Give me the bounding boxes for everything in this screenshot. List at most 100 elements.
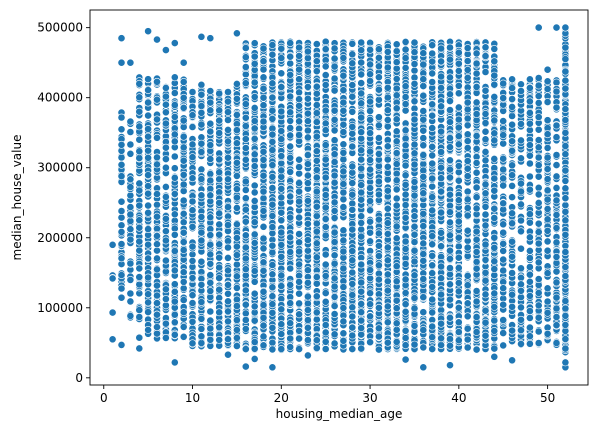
scatter-point	[135, 313, 144, 321]
scatter-point	[428, 251, 437, 260]
scatter-point	[303, 219, 312, 228]
scatter-point	[428, 206, 437, 215]
scatter-point	[241, 265, 250, 274]
scatter-point	[188, 123, 197, 131]
scatter-point	[197, 314, 206, 323]
scatter-point	[321, 203, 330, 212]
scatter-point	[259, 244, 268, 253]
scatter-point	[401, 93, 410, 101]
scatter-point	[312, 227, 321, 236]
scatter-point	[286, 142, 295, 151]
scatter-point	[206, 119, 215, 128]
scatter-point	[295, 95, 303, 104]
scatter-point	[224, 317, 232, 326]
scatter-point	[401, 307, 410, 316]
scatter-point	[330, 44, 339, 53]
scatter-point	[241, 122, 250, 130]
scatter-point	[206, 278, 215, 287]
scatter-point	[374, 215, 383, 224]
scatter-point	[277, 216, 286, 225]
scatter-point	[268, 300, 277, 309]
scatter-point	[303, 67, 312, 76]
scatter-point	[366, 70, 374, 79]
scatter-point	[277, 252, 286, 261]
scatter-point	[348, 312, 357, 321]
scatter-point	[153, 323, 161, 331]
scatter-point	[179, 228, 188, 237]
scatter-point	[206, 316, 215, 325]
scatter-point	[170, 297, 179, 306]
scatter-point	[232, 220, 241, 229]
scatter-point	[232, 171, 241, 180]
scatter-point	[357, 278, 366, 287]
scatter-point	[357, 46, 366, 55]
scatter-point	[153, 153, 161, 162]
scatter-point	[232, 260, 241, 269]
scatter-point	[428, 345, 437, 353]
scatter-point	[277, 127, 286, 135]
scatter-point	[383, 229, 392, 238]
scatter-point	[339, 71, 348, 80]
scatter-point	[135, 147, 144, 156]
scatter-point	[135, 154, 144, 162]
scatter-point	[410, 191, 419, 200]
scatter-point	[321, 271, 330, 280]
scatter-point	[366, 77, 374, 85]
scatter-point	[374, 177, 383, 186]
scatter-point	[153, 95, 161, 104]
scatter-point	[410, 238, 419, 246]
scatter-point	[392, 91, 401, 100]
scatter-point	[250, 104, 259, 112]
scatter-point	[437, 57, 445, 66]
scatter-point	[410, 177, 419, 186]
scatter-point	[241, 53, 250, 62]
scatter-point	[232, 80, 241, 88]
scatter-point	[401, 126, 410, 135]
scatter-point	[357, 225, 366, 234]
scatter-point	[312, 67, 321, 76]
scatter-point	[410, 294, 419, 302]
scatter-point	[268, 270, 277, 279]
scatter-point	[366, 156, 374, 164]
scatter-point	[224, 221, 232, 229]
scatter-point	[170, 310, 179, 319]
scatter-point	[312, 273, 321, 281]
scatter-point	[188, 299, 197, 307]
scatter-point	[303, 171, 312, 180]
scatter-point	[437, 341, 445, 349]
scatter-point	[286, 264, 295, 273]
scatter-point	[303, 83, 312, 91]
scatter-point	[206, 240, 215, 249]
scatter-point	[374, 73, 383, 82]
scatter-point	[392, 337, 401, 346]
scatter-point	[383, 83, 392, 92]
scatter-point	[410, 38, 419, 47]
scatter-point	[392, 296, 401, 305]
scatter-point	[312, 292, 321, 301]
scatter-point	[330, 274, 339, 283]
scatter-point	[383, 186, 392, 195]
scatter-point	[392, 127, 401, 136]
scatter-point	[286, 117, 295, 125]
scatter-point	[295, 101, 303, 110]
scatter-point	[259, 206, 268, 215]
scatter-point	[437, 334, 445, 343]
scatter-point	[170, 152, 179, 161]
scatter-point	[401, 100, 410, 108]
scatter-point	[357, 260, 366, 269]
scatter-point	[348, 256, 357, 265]
scatter-point	[161, 108, 170, 117]
scatter-point	[215, 308, 224, 317]
scatter-point	[339, 303, 348, 312]
scatter-point	[170, 247, 179, 255]
scatter-point	[321, 155, 330, 164]
scatter-point	[117, 153, 126, 162]
scatter-point	[428, 261, 437, 270]
scatter-point	[295, 238, 303, 247]
scatter-point	[374, 113, 383, 122]
scatter-point	[135, 122, 144, 131]
scatter-point	[241, 113, 250, 122]
scatter-point	[206, 106, 215, 115]
scatter-point	[232, 158, 241, 167]
